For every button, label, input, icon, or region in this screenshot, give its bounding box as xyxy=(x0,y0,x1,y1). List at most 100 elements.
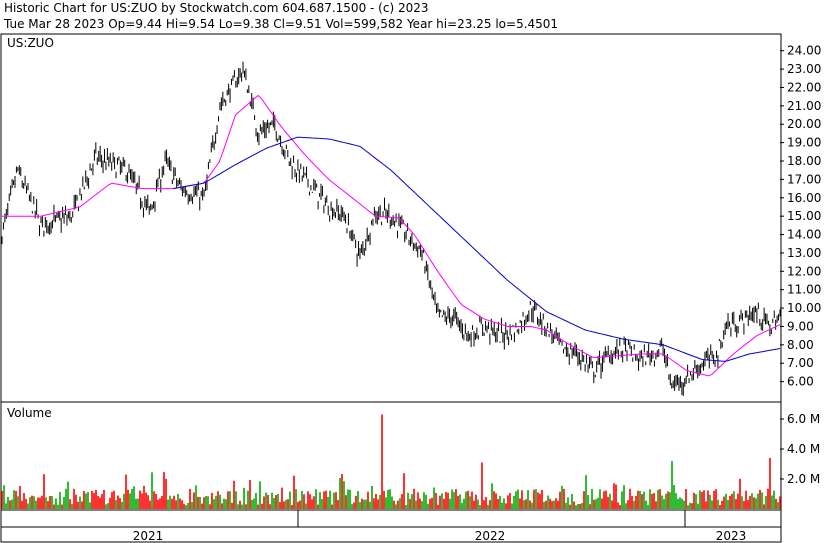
price-tick-label: 9.00 xyxy=(787,319,814,333)
volume-bar xyxy=(519,498,521,509)
short-moving-average-line xyxy=(2,94,781,377)
volume-bar xyxy=(67,481,69,509)
volume-bar xyxy=(397,500,399,509)
volume-bar xyxy=(751,493,753,509)
volume-bar xyxy=(651,493,653,509)
volume-bar xyxy=(107,503,109,509)
volume-bar xyxy=(263,496,265,509)
volume-bar xyxy=(113,490,115,509)
volume-bar xyxy=(703,490,705,509)
volume-bar xyxy=(19,486,21,509)
volume-bar xyxy=(31,495,33,509)
volume-bar xyxy=(99,497,101,509)
volume-bar xyxy=(327,496,329,509)
volume-bar xyxy=(255,492,257,509)
volume-bar xyxy=(513,495,515,509)
volume-bar xyxy=(351,504,353,509)
volume-bar xyxy=(29,497,31,509)
price-tick-label: 17.00 xyxy=(787,172,821,186)
volume-bar xyxy=(523,500,525,509)
volume-bar xyxy=(761,492,763,509)
volume-bar xyxy=(105,504,107,509)
volume-bar xyxy=(163,472,165,509)
volume-bar xyxy=(215,495,217,509)
volume-bar xyxy=(73,488,75,509)
volume-tick-label: 6.0 M xyxy=(787,412,820,426)
volume-bar xyxy=(653,493,655,509)
volume-bar xyxy=(311,499,313,509)
volume-bar xyxy=(709,494,711,509)
volume-bar xyxy=(603,491,605,509)
volume-bar xyxy=(415,500,417,509)
volume-bar xyxy=(685,488,687,509)
volume-bar xyxy=(515,491,517,509)
price-tick-label: 13.00 xyxy=(787,246,821,260)
volume-bar xyxy=(247,490,249,509)
volume-bar xyxy=(87,492,89,509)
volume-bar xyxy=(11,499,13,509)
volume-bar xyxy=(187,502,189,509)
volume-bar xyxy=(13,490,15,509)
volume-bar xyxy=(393,500,395,509)
volume-bar xyxy=(41,495,43,509)
volume-bar xyxy=(429,498,431,509)
volume-bar xyxy=(269,504,271,509)
volume-bar xyxy=(735,498,737,509)
volume-bar xyxy=(131,488,133,509)
volume-bar xyxy=(559,491,561,509)
volume-bar xyxy=(439,495,441,509)
volume-bar xyxy=(583,491,585,509)
volume-bar xyxy=(759,489,761,509)
volume-bar xyxy=(317,504,319,509)
volume-bar xyxy=(169,495,171,509)
volume-bar xyxy=(499,495,501,509)
volume-bar xyxy=(307,491,309,509)
volume-bar xyxy=(691,503,693,509)
volume-bar xyxy=(365,499,367,509)
volume-bar xyxy=(769,458,771,509)
volume-bar xyxy=(627,500,629,509)
volume-bar xyxy=(623,485,625,509)
volume-bar xyxy=(425,494,427,509)
volume-bar xyxy=(529,500,531,509)
volume-bar xyxy=(773,490,775,509)
volume-bar xyxy=(435,493,437,509)
price-tick-label: 23.00 xyxy=(787,62,821,76)
volume-bar xyxy=(179,498,181,509)
volume-bar xyxy=(379,494,381,509)
volume-bar xyxy=(123,493,125,509)
volume-bar xyxy=(71,503,73,509)
volume-bar xyxy=(681,498,683,509)
volume-bar xyxy=(369,501,371,509)
volume-bar xyxy=(65,488,67,509)
volume-bar xyxy=(753,497,755,509)
volume-bar xyxy=(507,495,509,509)
volume-bar xyxy=(727,499,729,509)
long-moving-average-line xyxy=(173,136,781,362)
volume-bar xyxy=(63,496,65,509)
volume-bar xyxy=(395,504,397,509)
volume-bar xyxy=(251,499,253,509)
volume-bar xyxy=(403,473,405,509)
volume-bar xyxy=(335,492,337,509)
volume-bar xyxy=(249,479,251,509)
volume-bar xyxy=(711,500,713,509)
volume-bar xyxy=(713,490,715,509)
volume-bar xyxy=(325,490,327,509)
volume-bar xyxy=(331,504,333,509)
volume-bar xyxy=(293,475,295,509)
volume-bar xyxy=(465,491,467,509)
volume-bar xyxy=(719,505,721,509)
volume-bar xyxy=(149,500,151,509)
volume-bar xyxy=(211,492,213,509)
volume-bar xyxy=(657,489,659,509)
price-tick-label: 16.00 xyxy=(787,191,821,205)
volume-bar xyxy=(295,489,297,509)
volume-bar xyxy=(453,492,455,509)
volume-bar xyxy=(213,499,215,509)
volume-bar xyxy=(427,503,429,509)
volume-bar xyxy=(615,484,617,509)
volume-bar xyxy=(139,490,141,509)
volume-bar xyxy=(353,502,355,509)
volume-bar xyxy=(217,491,219,509)
